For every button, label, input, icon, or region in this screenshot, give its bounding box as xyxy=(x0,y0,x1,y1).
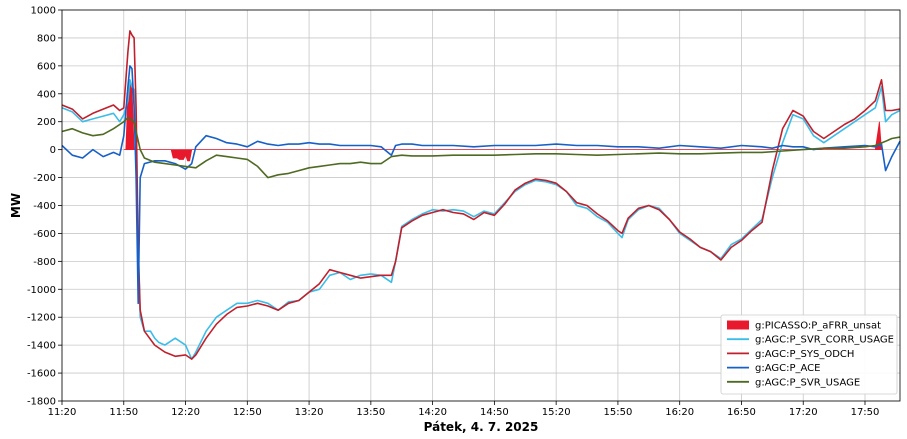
y-tick-label: 600 xyxy=(37,61,56,72)
y-tick-label: -1600 xyxy=(27,369,56,380)
y-tick-label: -200 xyxy=(33,173,56,184)
legend-entry: g:AGC:P_SVR_USAGE xyxy=(755,377,860,388)
y-tick-label: 0 xyxy=(50,145,56,156)
x-axis-ticks: 11:20 11:50 12:20 12:50 13:20 13:50 14:20 14:50… xyxy=(48,401,880,418)
series-2-line xyxy=(61,30,901,360)
y-tick-label: -1400 xyxy=(27,341,56,352)
series-0-area xyxy=(123,79,882,162)
y-tick-label: -1200 xyxy=(27,313,56,324)
y-tick-label: -1800 xyxy=(27,397,56,408)
y-tick-label: 400 xyxy=(37,89,56,100)
x-tick-label: 15:20 xyxy=(542,407,571,418)
x-tick-label: 16:50 xyxy=(727,407,756,418)
x-tick-label: 12:20 xyxy=(171,407,200,418)
y-tick-label: -1000 xyxy=(27,285,56,296)
x-tick-label: 13:50 xyxy=(356,407,385,418)
y-tick-label: 800 xyxy=(37,33,56,44)
x-tick-label: 11:20 xyxy=(48,407,77,418)
x-axis-label: Pátek, 4. 7. 2025 xyxy=(424,420,539,434)
y-tick-label: 200 xyxy=(37,117,56,128)
series-3-line xyxy=(61,65,901,305)
legend-swatch xyxy=(727,320,749,330)
x-tick-label: 14:20 xyxy=(418,407,447,418)
x-tick-label: 15:50 xyxy=(604,407,633,418)
legend: g:PICASSO:P_aFRR_unsat g:AGC:P_SVR_CORR_U… xyxy=(720,314,898,395)
x-tick-label: 17:50 xyxy=(851,407,880,418)
legend-entry: g:AGC:P_SYS_ODCH xyxy=(755,349,854,360)
x-tick-label: 13:20 xyxy=(295,407,324,418)
y-axis-ticks: 1000 800 600 400 200 0 -200 -400 -600 -800 -1000 -1… xyxy=(27,6,62,408)
legend-entry: g:AGC:P_SVR_CORR_USAGE xyxy=(755,335,894,346)
y-tick-label: 1000 xyxy=(31,6,56,17)
legend-box xyxy=(720,314,898,395)
series-lines xyxy=(61,30,901,360)
x-tick-label: 16:20 xyxy=(665,407,694,418)
y-tick-label: -800 xyxy=(33,257,56,268)
series-bars xyxy=(123,79,882,162)
legend-entry: g:AGC:P_ACE xyxy=(755,363,820,374)
x-tick-label: 12:50 xyxy=(233,407,262,418)
x-tick-label: 17:20 xyxy=(789,407,818,418)
y-tick-label: -400 xyxy=(33,201,56,212)
legend-entry: g:PICASSO:P_aFRR_unsat xyxy=(755,321,881,332)
x-tick-label: 14:50 xyxy=(480,407,509,418)
x-tick-label: 11:50 xyxy=(109,407,138,418)
y-tick-label: -600 xyxy=(33,229,56,240)
series-4-line xyxy=(61,116,901,179)
y-axis-label: MW xyxy=(9,193,23,218)
